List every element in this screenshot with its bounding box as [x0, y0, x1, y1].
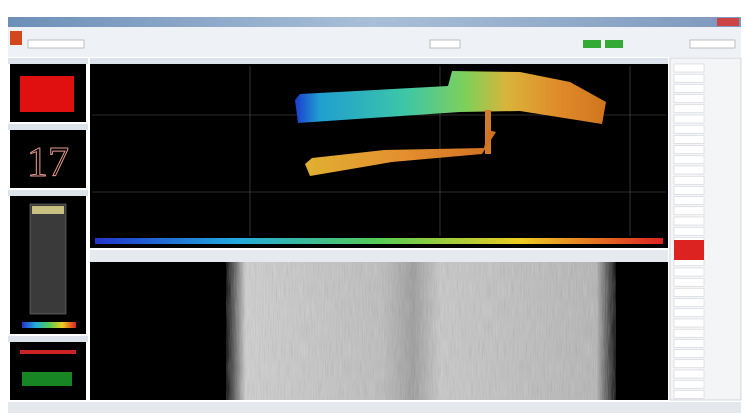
panel-header — [8, 58, 88, 64]
value-cell — [673, 369, 705, 379]
sonar-texture — [226, 262, 616, 400]
value-cell — [673, 104, 705, 114]
value-cell — [673, 216, 705, 226]
parameter-rows — [673, 63, 705, 399]
panel-header — [8, 124, 88, 130]
value-cell — [673, 267, 705, 277]
value-cell — [673, 206, 705, 216]
value-cell — [673, 390, 705, 399]
dropdown[interactable] — [27, 39, 85, 49]
panel-header — [8, 190, 88, 196]
value-cell — [673, 124, 705, 134]
value-cell — [673, 94, 705, 103]
value-cell — [673, 328, 705, 338]
value-cell — [673, 318, 705, 328]
value-cell — [673, 186, 705, 195]
color-scale — [22, 322, 76, 328]
toolbar-buttons — [429, 39, 736, 49]
value-cell — [673, 359, 705, 369]
value-cell — [673, 339, 705, 348]
value-cell — [673, 135, 705, 144]
point-cloud-upper — [295, 71, 606, 124]
value-cell — [673, 175, 705, 185]
profile-column — [29, 203, 67, 315]
depth-readout: 17 — [27, 140, 69, 186]
toolbar — [8, 27, 741, 57]
app-icon — [10, 31, 22, 45]
value-cell — [673, 145, 705, 154]
value-cell — [673, 298, 705, 307]
status-bar — [8, 402, 741, 413]
alarm-cell[interactable] — [674, 240, 704, 260]
view-header — [90, 58, 668, 64]
signal-line — [20, 350, 76, 354]
value-cell — [673, 308, 705, 318]
panel-header — [8, 336, 88, 342]
value-cell — [673, 349, 705, 358]
value-cell — [673, 155, 705, 165]
field[interactable] — [429, 39, 461, 49]
point-cloud-lower — [305, 130, 496, 176]
close-button[interactable] — [717, 18, 739, 26]
value-cell — [673, 277, 705, 287]
depth-panel — [10, 130, 86, 188]
value-cell — [673, 226, 705, 236]
value-cell — [673, 196, 705, 205]
title-bar — [8, 17, 741, 27]
value-cell — [673, 73, 705, 83]
color-bar — [95, 238, 663, 244]
value-cell — [673, 63, 705, 73]
signal-trace — [22, 372, 72, 386]
field[interactable] — [689, 39, 736, 49]
value-cell — [673, 84, 705, 93]
value-cell — [673, 165, 705, 175]
value-cell — [673, 379, 705, 389]
sonar-toolbar — [90, 250, 668, 262]
value-cell — [673, 288, 705, 297]
green-button[interactable] — [605, 40, 623, 48]
green-button[interactable] — [583, 40, 601, 48]
value-cell — [673, 114, 705, 124]
level-bar — [20, 76, 74, 112]
profile-top — [32, 206, 64, 214]
